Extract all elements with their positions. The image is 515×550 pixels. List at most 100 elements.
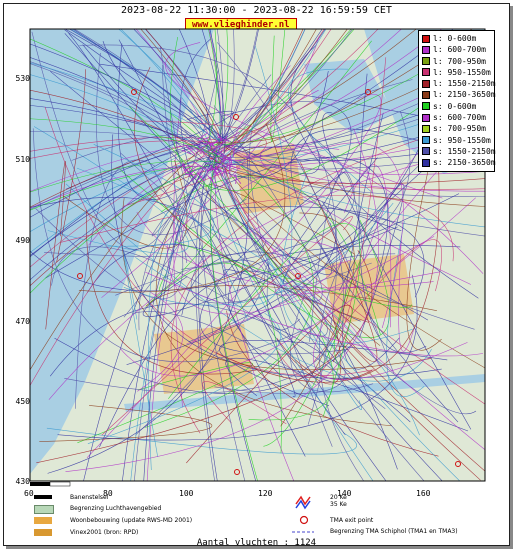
- flight-track: [73, 29, 223, 146]
- legend-item: l: 1550-2150m: [422, 78, 496, 89]
- flight-track: [30, 43, 216, 140]
- flight-track: [187, 147, 195, 151]
- flight-track: [190, 254, 372, 304]
- flight-track: [30, 197, 227, 296]
- flight-track: [30, 143, 213, 192]
- housing-area-south: [154, 324, 254, 394]
- legend-item: s: 700-950m: [422, 123, 494, 134]
- flight-track: [132, 311, 316, 386]
- legend-swatch: [422, 102, 430, 111]
- flight-track: [195, 151, 198, 154]
- flight-track: [170, 36, 446, 191]
- flight-track: [216, 149, 230, 159]
- flight-track: [64, 33, 477, 415]
- flight-track: [30, 140, 219, 254]
- legend-label: s: 950-1550m: [433, 135, 491, 145]
- x-tick-label: 120: [258, 489, 273, 498]
- flight-track: [207, 147, 387, 481]
- flight-track: [30, 143, 220, 387]
- flight-track: [221, 164, 229, 176]
- legend-label: l: 950-1550m: [433, 67, 491, 77]
- flight-track: [218, 29, 326, 143]
- legend-item: s: 1550-2150m: [422, 146, 496, 157]
- flight-track: [137, 291, 184, 392]
- flight-track: [44, 202, 266, 258]
- flight-track: [212, 139, 219, 146]
- flight-track: [45, 161, 66, 330]
- y-tick-label: 490: [15, 236, 30, 245]
- flight-track: [214, 166, 485, 185]
- flight-track: [64, 29, 224, 141]
- map-frame: 2023-08-22 11:30:00 - 2023-08-22 16:59:5…: [3, 3, 510, 548]
- flight-track: [215, 158, 485, 451]
- legend-label: l: 2150-3650m: [433, 90, 496, 100]
- flight-track: [151, 74, 272, 237]
- flight-track: [216, 93, 440, 383]
- flight-track: [120, 197, 477, 377]
- flight-track: [186, 164, 193, 168]
- flight-track: [30, 118, 225, 160]
- flight-track: [187, 164, 199, 173]
- flight-track: [201, 146, 205, 155]
- flight-track: [211, 29, 325, 160]
- flight-track: [216, 42, 395, 374]
- flight-track: [209, 144, 485, 369]
- altitude-legend: l: 0-600m l: 600-700m l: 700-950m l: 950-15…: [418, 30, 496, 172]
- flight-tracks: [30, 29, 485, 481]
- flight-track: [209, 29, 221, 159]
- tma-boundary-label: Begrenzing TMA Schiphol (TMA1 en TMA3): [330, 528, 458, 535]
- flight-track: [30, 98, 225, 162]
- flight-track: [334, 259, 361, 369]
- flight-track: [226, 131, 240, 141]
- runway-swatch: [34, 495, 52, 499]
- flight-track: [30, 167, 219, 287]
- flight-track: [199, 170, 349, 355]
- tma-exit-point: [295, 273, 301, 279]
- flight-track: [184, 144, 196, 155]
- legend-item: l: 950-1550m: [422, 67, 494, 78]
- scale-label: 60: [24, 489, 34, 498]
- flight-track: [197, 132, 208, 140]
- flight-track: [222, 143, 485, 161]
- flight-track: [232, 65, 426, 158]
- north-sea-water: [30, 29, 214, 474]
- flight-track: [30, 137, 226, 152]
- flight-track: [57, 274, 418, 441]
- housing-swatch: [34, 517, 52, 524]
- flight-track: [223, 117, 485, 166]
- flight-track: [118, 29, 221, 144]
- flight-track: [280, 212, 355, 427]
- flight-track: [186, 151, 192, 155]
- flight-track: [87, 313, 282, 444]
- legend-label: s: 2150-3650m: [433, 158, 496, 168]
- flight-track: [30, 162, 222, 281]
- flight-track: [270, 29, 286, 143]
- flight-track: [198, 168, 218, 481]
- flight-track: [145, 271, 484, 357]
- flight-track: [276, 57, 387, 378]
- flight-track: [226, 164, 241, 170]
- flight-track: [217, 136, 230, 142]
- flight-track: [30, 63, 208, 165]
- flight-track: [120, 29, 211, 147]
- flight-track: [197, 172, 205, 181]
- y-tick-label: 470: [15, 317, 30, 326]
- flight-track: [60, 195, 454, 262]
- flight-track: [194, 146, 201, 153]
- flight-track: [146, 163, 214, 481]
- flight-track: [222, 29, 304, 163]
- flight-track: [186, 237, 342, 345]
- flight-track: [225, 357, 469, 432]
- x-tick-label: 160: [416, 489, 431, 498]
- flight-track: [219, 29, 348, 162]
- flight-track: [30, 160, 212, 233]
- legend-swatch: [422, 124, 430, 133]
- flight-track: [205, 29, 218, 150]
- flight-track: [30, 130, 208, 154]
- legend-label: s: 700-950m: [433, 124, 486, 134]
- flight-track: [96, 52, 247, 236]
- flight-track: [65, 183, 432, 382]
- flight-track: [195, 175, 204, 182]
- flight-track: [386, 221, 425, 397]
- legend-swatch: [422, 147, 430, 156]
